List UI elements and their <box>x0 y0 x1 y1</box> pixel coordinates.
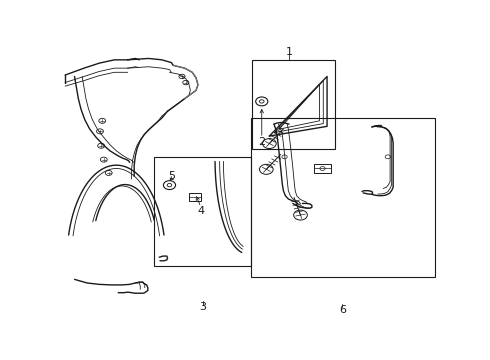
Bar <box>189 193 200 201</box>
Bar <box>252 60 335 149</box>
Text: 5: 5 <box>168 171 175 181</box>
Bar <box>154 157 251 266</box>
Text: 4: 4 <box>197 206 204 216</box>
Bar <box>314 164 331 173</box>
Bar <box>251 118 435 278</box>
Text: 1: 1 <box>286 46 293 57</box>
Text: 3: 3 <box>199 302 206 312</box>
Text: 2: 2 <box>258 136 265 147</box>
Text: 6: 6 <box>339 305 346 315</box>
